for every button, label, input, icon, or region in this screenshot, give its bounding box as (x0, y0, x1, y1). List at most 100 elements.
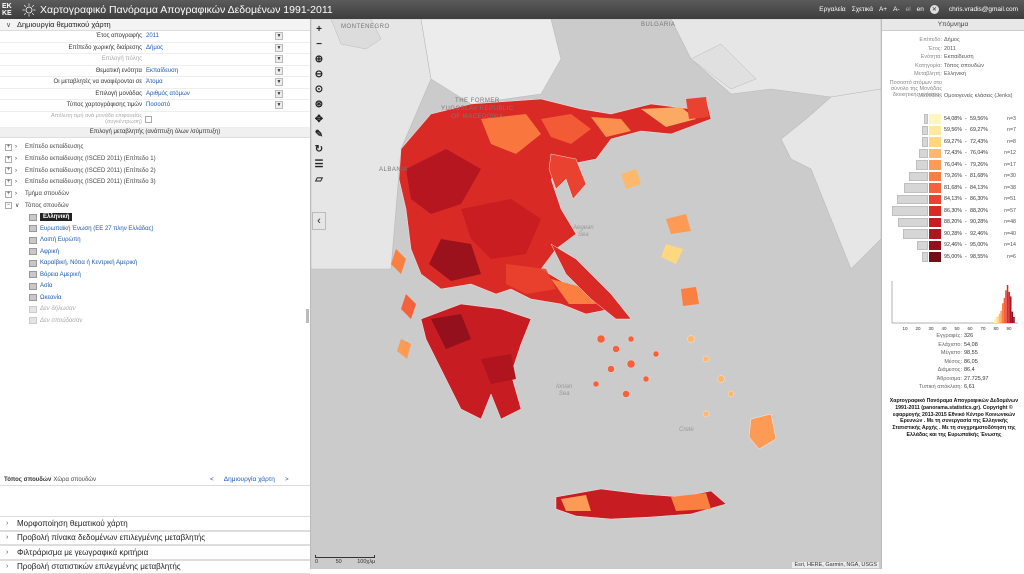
lang-el-button[interactable]: el (906, 6, 911, 13)
tree-leaf[interactable]: Ωκεανία (0, 292, 310, 304)
identify-icon[interactable]: ✎ (313, 128, 326, 141)
form-select-value[interactable]: Δήμος (145, 45, 275, 51)
tree-leaf[interactable]: Δεν σπούδασαν (0, 315, 310, 327)
font-increase-button[interactable]: A+ (879, 6, 887, 13)
chevron-left-icon[interactable]: ‹ (312, 212, 326, 230)
form-select-value[interactable]: Άτομα (145, 79, 275, 85)
label-crete: Crete (679, 427, 694, 434)
menu-about[interactable]: Σχετικά (852, 6, 873, 13)
select-variable-header[interactable]: Επιλογή μεταβλητής (ανάπτυξη όλων /σύμπτ… (0, 128, 310, 138)
expand-icon[interactable]: + (5, 179, 12, 186)
thematic-map[interactable]: + − ⊕ ⊖ ⊙ ⊛ ✥ ✎ ↻ ☰ ▱ ‹ MONTENEGRO BULGA… (311, 19, 881, 569)
form-select-value[interactable]: Εκπαίδευση (145, 68, 275, 74)
lang-en-button[interactable]: en (917, 6, 924, 13)
chevron-right-icon: › (15, 144, 21, 150)
histogram-bar (1005, 290, 1007, 323)
tree-leaf[interactable]: Ασία (0, 281, 310, 293)
dropdown-arrow-icon[interactable]: ▼ (275, 78, 283, 86)
legend-meta-row: Μέθοδος:Ομοιογενείς κλάσεις (Jenks) (882, 92, 1024, 101)
list-icon[interactable]: ☰ (313, 158, 326, 171)
class-color-swatch (929, 137, 941, 147)
table-icon (29, 306, 37, 313)
accordion-section[interactable]: ›Προβολή πίνακα δεδομένων επιλεγμένης με… (0, 531, 310, 546)
accordion-section[interactable]: ›Προβολή στατιστικών επιλεγμένης μεταβλη… (0, 560, 310, 574)
prev-button[interactable]: < (210, 476, 214, 483)
tree-node[interactable]: +›Επίπεδο εκπαίδευσης (ISCED 2011) (Επίπ… (0, 177, 310, 189)
class-color-swatch (929, 149, 941, 159)
tree-node[interactable]: +›Επίπεδο εκπαίδευσης (ISCED 2011) (Επίπ… (0, 165, 310, 177)
table-icon (29, 214, 37, 221)
form-select-value[interactable]: Ποσοστό (145, 102, 275, 108)
tree-node[interactable]: −∨Τόπος σπουδών (0, 200, 310, 212)
class-color-swatch (929, 126, 941, 136)
zoom-in-button[interactable]: + (313, 23, 326, 36)
legend-class: 88,20%-90,28%n=48 (892, 217, 1017, 229)
collapse-icon[interactable]: − (5, 202, 12, 209)
zoom-prev-icon[interactable]: ⊙ (313, 83, 326, 96)
form-label: Έτος απογραφής (0, 33, 145, 39)
font-decrease-button[interactable]: A- (893, 6, 900, 13)
variable-tree: +›Επίπεδο εκπαίδευσης+›Επίπεδο εκπαίδευσ… (0, 138, 310, 327)
expand-icon[interactable]: + (5, 191, 12, 198)
edit-icon[interactable]: ▱ (313, 173, 326, 186)
legend-class: 90,28%-92,46%n=40 (892, 228, 1017, 240)
form-select-value[interactable]: 2011 (145, 33, 275, 39)
expand-icon[interactable]: + (5, 167, 12, 174)
accordion-section[interactable]: ›Μορφοποίηση θεματικού χάρτη (0, 516, 310, 531)
close-icon[interactable]: ✕ (930, 5, 939, 14)
label-ionian-sea: Ionian Sea (556, 384, 572, 398)
zoom-in-icon[interactable]: ⊕ (313, 53, 326, 66)
top-nav: Εργαλεία Σχετικά A+ A- el en ✕ chris.vra… (819, 0, 1024, 19)
form-select-value[interactable]: Αριθμός ατόμων (145, 91, 275, 97)
tree-leaf[interactable]: Καραϊβική, Νότια ή Κεντρική Αμερική (0, 258, 310, 270)
dropdown-arrow-icon[interactable]: ▼ (275, 67, 283, 75)
zoom-out-button[interactable]: − (313, 38, 326, 51)
dropdown-arrow-icon[interactable]: ▼ (275, 101, 283, 109)
tree-node[interactable]: +›Επίπεδο εκπαίδευσης (ISCED 2011) (Επίπ… (0, 153, 310, 165)
absolute-value-checkbox[interactable] (145, 116, 152, 123)
tree-leaf[interactable]: Ελληνική (0, 212, 310, 224)
create-map-button[interactable]: Δημιουργία χάρτη (224, 476, 275, 483)
map-toolbar: + − ⊕ ⊖ ⊙ ⊛ ✥ ✎ ↻ ☰ ▱ (312, 23, 326, 186)
next-button[interactable]: > (285, 476, 289, 483)
chevron-right-icon: › (15, 191, 21, 197)
legend-class: 79,26%-81,68%n=30 (892, 171, 1017, 183)
map-canvas[interactable] (311, 19, 881, 569)
class-color-swatch (929, 114, 941, 124)
dropdown-arrow-icon[interactable]: ▼ (275, 55, 283, 63)
sun-logo-icon (22, 3, 36, 17)
zoom-next-icon[interactable]: ⊛ (313, 98, 326, 111)
class-histogram-bar (922, 137, 928, 147)
class-color-swatch (929, 172, 941, 182)
tree-leaf[interactable]: Βόρεια Αμερική (0, 269, 310, 281)
legend-class: 54,08%-59,56%n=3 (892, 113, 1017, 125)
tree-node[interactable]: +›Επίπεδο εκπαίδευσης (0, 142, 310, 154)
create-map-section-header[interactable]: ∨ Δημιουργία θεματικού χάρτη (0, 19, 310, 31)
ekke-logo: EK KE (2, 1, 20, 18)
dropdown-arrow-icon[interactable]: ▼ (275, 90, 283, 98)
expand-icon[interactable]: + (5, 144, 12, 151)
tree-node[interactable]: +›Τμήμα σπουδών (0, 188, 310, 200)
menu-tools[interactable]: Εργαλεία (819, 6, 845, 13)
resize-handle[interactable] (306, 309, 309, 323)
user-email[interactable]: chris.vradis@gmail.com (949, 6, 1018, 13)
refresh-icon[interactable]: ↻ (313, 143, 326, 156)
pan-icon[interactable]: ✥ (313, 113, 326, 126)
dropdown-arrow-icon[interactable]: ▼ (275, 44, 283, 52)
form-row: Επιλογή πόλης▼ (0, 54, 310, 66)
tree-leaf[interactable]: Αφρική (0, 246, 310, 258)
stat-row: Ελάχιστο:54,08 (882, 341, 1024, 350)
form-label: Τύπος χαρτογράφισης τιμών (0, 102, 145, 108)
expand-icon[interactable]: + (5, 156, 12, 163)
accordion-section[interactable]: ›Φιλτράρισμα με γεωγραφικά κριτήρια (0, 545, 310, 560)
tree-leaf[interactable]: Λοιπή Ευρώπη (0, 235, 310, 247)
tree-leaf-label: Ευρωπαϊκή Ένωση (ΕΕ 27 πλην Ελλάδας) (40, 226, 153, 232)
selection-footer: Τόπος σπουδών Χώρα σπουδών < Δημιουργία … (0, 474, 310, 486)
stat-row: Εγγραφές:326 (882, 332, 1024, 341)
zoom-out-icon[interactable]: ⊖ (313, 68, 326, 81)
legend-class: 59,56%-69,27%n=7 (892, 125, 1017, 137)
tree-leaf[interactable]: Ευρωπαϊκή Ένωση (ΕΕ 27 πλην Ελλάδας) (0, 223, 310, 235)
dropdown-arrow-icon[interactable]: ▼ (275, 32, 283, 40)
tree-leaf[interactable]: Δεν δήλωσαν (0, 304, 310, 316)
